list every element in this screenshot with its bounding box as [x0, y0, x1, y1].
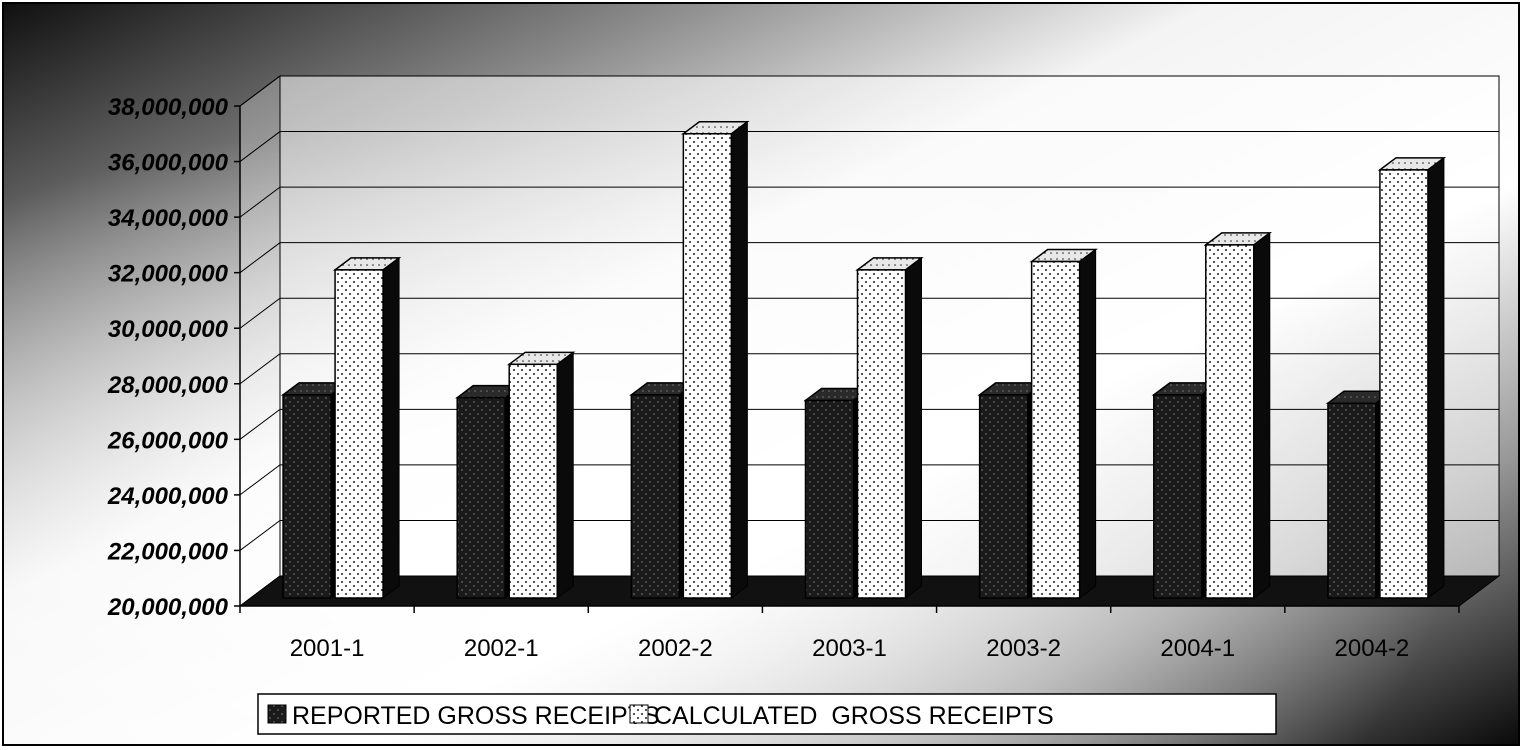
- y-tick-label: 32,000,000: [108, 261, 229, 288]
- bar-front-face: [804, 399, 855, 599]
- bar-front-face: [1379, 169, 1429, 599]
- legend-label-reported: REPORTED GROSS RECEIPTS: [292, 702, 660, 730]
- bar-side-face: [556, 351, 574, 599]
- bar-front-face: [978, 394, 1029, 599]
- y-tick-label: 36,000,000: [108, 150, 229, 177]
- bar-front-face: [682, 133, 733, 599]
- x-tick-label: 2004-2: [1335, 635, 1410, 662]
- bar-front-face: [1153, 394, 1203, 599]
- bar-side-face: [905, 256, 922, 599]
- y-axis: 20,000,000 22,000,000 24,000,000 26,000,000…: [107, 94, 241, 621]
- bar-side-face: [1253, 231, 1271, 599]
- x-axis: 2001-1 2002-1 2002-2 2003-1 2003-2 2004-1 2004…: [239, 605, 1460, 662]
- bar-side-face: [1079, 248, 1097, 599]
- bar-side-face: [1427, 156, 1445, 599]
- x-tick-label: 2004-1: [1160, 635, 1235, 662]
- gridline: [239, 131, 1499, 162]
- bar-calculated: [681, 120, 750, 599]
- y-tick-label: 30,000,000: [108, 316, 229, 343]
- x-tick-label: 2003-2: [986, 635, 1061, 662]
- bar-chart: 20,000,000 22,000,000 24,000,000 26,000,000…: [4, 4, 1518, 744]
- y-tick-label: 22,000,000: [107, 538, 229, 565]
- y-tick-label: 20,000,000: [107, 594, 229, 621]
- y-tick-label: 34,000,000: [108, 205, 229, 232]
- y-tick-label: 26,000,000: [107, 427, 229, 454]
- gridline: [239, 186, 1499, 218]
- y-tick-label: 28,000,000: [107, 372, 229, 399]
- bar-front-face: [456, 396, 506, 599]
- bar-calculated: [506, 351, 576, 599]
- bars: [280, 120, 1447, 600]
- bar-front-face: [1205, 244, 1255, 599]
- x-tick-label: 2002-1: [464, 635, 539, 662]
- bar-front-face: [334, 269, 384, 599]
- bar-front-face: [508, 363, 558, 599]
- bar-calculated: [332, 256, 402, 599]
- legend-label-calculated: CALCULATED GROSS RECEIPTS: [654, 702, 1054, 730]
- x-tick-label: 2003-1: [812, 635, 887, 662]
- y-tick-label: 38,000,000: [108, 94, 229, 121]
- gridline: [239, 75, 1499, 107]
- x-tick-label: 2002-2: [638, 635, 713, 662]
- legend-swatch-calculated: [629, 704, 649, 724]
- bar-front-face: [282, 394, 332, 599]
- bar-front-face: [630, 394, 681, 599]
- bar-calculated: [855, 256, 924, 599]
- side-wall: [239, 75, 281, 607]
- legend-swatch-reported: [267, 704, 287, 724]
- bar-side-face: [382, 256, 400, 599]
- legend: REPORTED GROSS RECEIPTS CALCULATED GROSS…: [257, 693, 1277, 735]
- bar-calculated: [1203, 231, 1273, 599]
- bar-front-face: [1030, 260, 1081, 599]
- bar-front-face: [1327, 402, 1377, 599]
- legend-box: [257, 693, 1277, 735]
- bar-side-face: [730, 120, 748, 599]
- bar-calculated: [1029, 248, 1098, 599]
- bar-front-face: [856, 269, 907, 599]
- x-tick-label: 2001-1: [290, 635, 365, 662]
- y-tick-label: 24,000,000: [107, 483, 229, 510]
- gridline: [239, 242, 1499, 274]
- bar-calculated: [1377, 156, 1447, 599]
